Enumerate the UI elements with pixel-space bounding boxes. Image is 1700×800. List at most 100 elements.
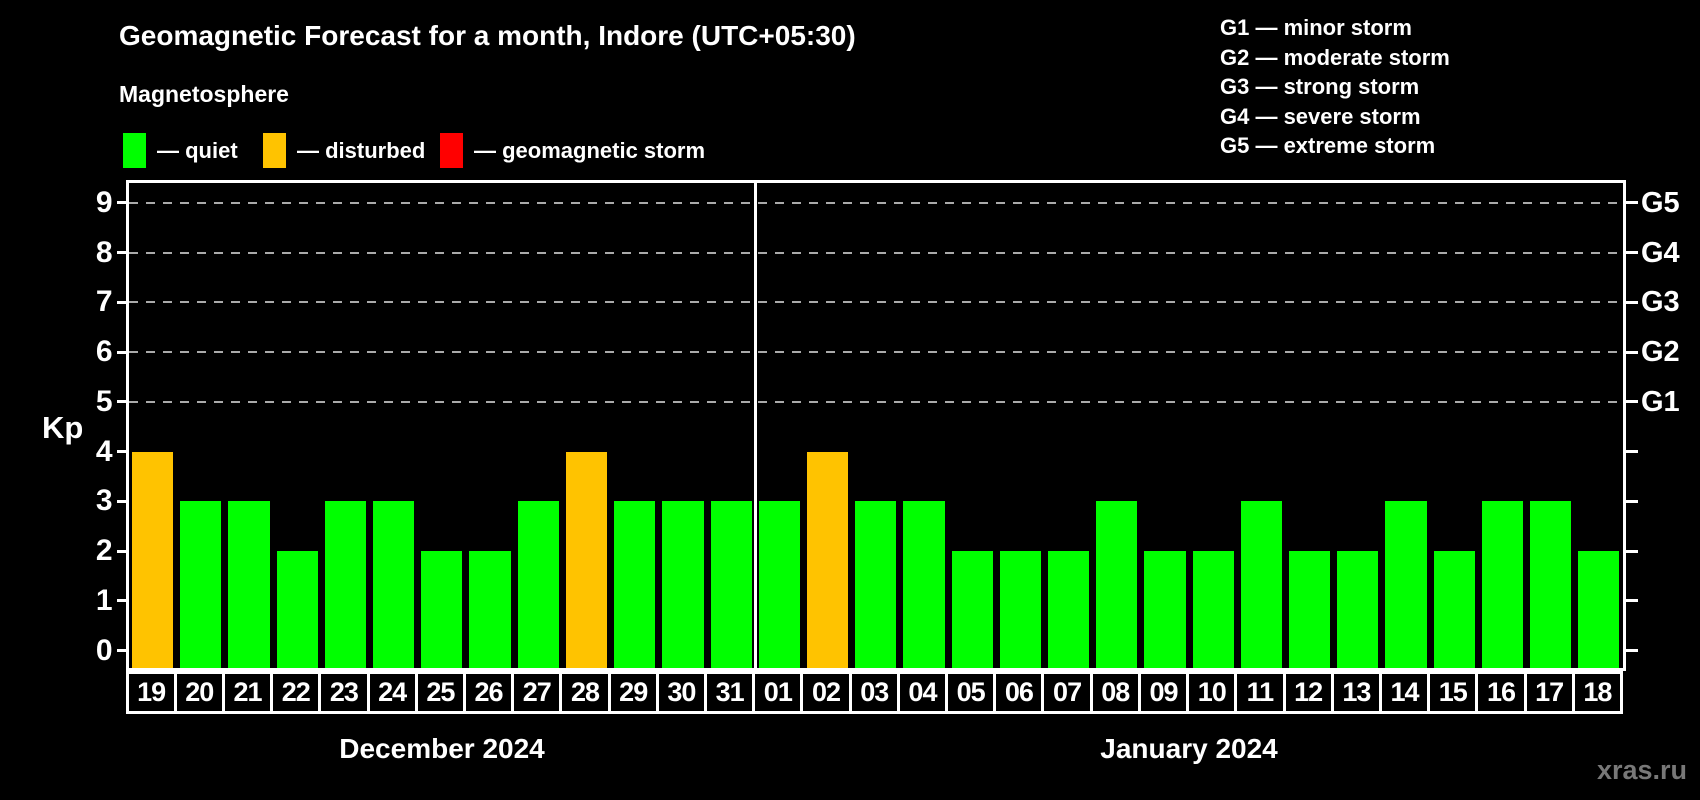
day-cell-18: 18	[1571, 671, 1623, 714]
y-tick-right-1	[1626, 599, 1638, 603]
month-label-january: January 2024	[1100, 733, 1278, 764]
y-tick-right-6	[1626, 350, 1638, 354]
day-cell-15: 15	[1427, 671, 1479, 714]
day-cell-06: 06	[993, 671, 1045, 714]
y-tick-right-3	[1626, 499, 1638, 503]
legend-item-storm: — geomagnetic storm	[440, 133, 705, 168]
y-tick-left-1	[116, 599, 129, 603]
y-tick-right-8	[1626, 251, 1638, 255]
kp-bar-day-31	[710, 501, 752, 668]
y-tick-label-2: 2	[95, 534, 113, 568]
day-cell-12: 12	[1282, 671, 1334, 714]
kp-bar-day-17	[1530, 501, 1572, 668]
day-cell-26: 26	[462, 671, 515, 714]
kp-bar-day-24	[373, 501, 415, 668]
kp-bar-day-06	[999, 551, 1041, 668]
legend-label-storm: — geomagnetic storm	[474, 137, 706, 163]
y-tick-left-2	[116, 549, 129, 553]
kp-bar-day-08	[1096, 501, 1138, 668]
kp-bar-day-12	[1289, 551, 1331, 668]
day-cell-03: 03	[848, 671, 900, 714]
day-cell-27: 27	[511, 671, 563, 714]
kp-bar-day-29	[614, 501, 656, 668]
legend-item-disturbed: — disturbed	[263, 133, 425, 168]
y-tick-label-4: 4	[95, 434, 113, 468]
g-scale-label-g2: G2	[1641, 336, 1680, 369]
day-cell-31: 31	[704, 671, 756, 714]
day-cell-08: 08	[1089, 671, 1141, 714]
day-cell-01: 01	[752, 671, 804, 714]
g-scale-legend: G1 — minor storm G2 — moderate storm G3 — …	[1220, 13, 1450, 161]
y-tick-left-3	[116, 499, 129, 503]
day-cell-21: 21	[221, 671, 274, 714]
day-cell-10: 10	[1186, 671, 1238, 714]
y-tick-right-0	[1626, 649, 1638, 653]
plot-frame	[125, 180, 1626, 671]
day-cell-24: 24	[366, 671, 418, 714]
day-cell-22: 22	[270, 671, 322, 714]
y-tick-left-9	[116, 201, 129, 205]
legend-label-quiet: — quiet	[157, 137, 238, 163]
gridline-kp-5	[128, 400, 1623, 403]
gridline-kp-9	[128, 201, 1623, 204]
g-legend-row-3: G3 — strong storm	[1220, 74, 1420, 99]
kp-bar-day-26	[469, 551, 511, 668]
y-tick-label-9: 9	[95, 185, 113, 219]
kp-bar-day-15	[1433, 551, 1475, 668]
y-tick-left-6	[116, 350, 129, 354]
y-tick-right-2	[1626, 549, 1638, 553]
magnetosphere-label: Magnetosphere	[119, 81, 289, 107]
g-legend-row-5: G5 — extreme storm	[1220, 133, 1436, 158]
day-cell-19: 19	[125, 671, 177, 714]
y-tick-right-4	[1626, 450, 1638, 454]
day-cell-23: 23	[318, 671, 370, 714]
y-tick-label-1: 1	[95, 583, 113, 617]
day-cell-25: 25	[414, 671, 466, 714]
kp-bar-day-11	[1240, 501, 1283, 668]
kp-bar-day-16	[1481, 501, 1524, 668]
day-cell-29: 29	[607, 671, 659, 714]
kp-bar-day-19	[132, 451, 174, 668]
kp-bar-day-25	[421, 551, 463, 668]
g-legend-row-4: G4 — severe storm	[1220, 103, 1421, 129]
y-tick-label-7: 7	[95, 285, 113, 319]
kp-bar-day-22	[276, 551, 318, 668]
gridline-kp-8	[128, 251, 1623, 254]
legend-item-quiet: — quiet	[123, 133, 238, 168]
y-tick-right-7	[1626, 300, 1638, 304]
g-scale-label-g1: G1	[1641, 385, 1680, 418]
day-cell-20: 20	[173, 671, 225, 714]
kp-bar-day-23	[324, 501, 367, 668]
month-label-december: December 2024	[339, 733, 545, 764]
page-title: Geomagnetic Forecast for a month, Indore…	[119, 20, 856, 51]
y-tick-label-0: 0	[95, 633, 113, 667]
legend-label-disturbed: — disturbed	[297, 137, 426, 163]
y-tick-right-5	[1626, 400, 1638, 404]
day-cell-30: 30	[655, 671, 707, 714]
y-tick-label-6: 6	[95, 335, 113, 369]
day-cell-17: 17	[1523, 671, 1575, 714]
disturbed-swatch	[263, 133, 286, 168]
g-legend-row-2: G2 — moderate storm	[1220, 44, 1450, 70]
g-legend-row-1: G1 — minor storm	[1220, 15, 1412, 40]
g-scale-label-g3: G3	[1641, 286, 1680, 319]
kp-bar-day-30	[662, 501, 704, 668]
quiet-swatch	[123, 133, 146, 168]
day-cell-02: 02	[800, 671, 852, 714]
day-cell-05: 05	[945, 671, 997, 714]
day-cell-07: 07	[1041, 671, 1093, 714]
kp-bar-day-04	[903, 501, 945, 668]
kp-bar-day-18	[1578, 551, 1620, 668]
y-tick-left-8	[116, 251, 129, 255]
kp-bar-day-05	[951, 551, 993, 668]
g-scale-label-g4: G4	[1641, 236, 1680, 269]
day-cell-13: 13	[1330, 671, 1382, 714]
day-cell-28: 28	[559, 671, 611, 714]
kp-bar-day-07	[1047, 551, 1090, 668]
y-tick-left-0	[116, 649, 129, 653]
kp-bar-day-27	[517, 501, 559, 668]
storm-swatch	[440, 133, 463, 168]
kp-bar-day-28	[565, 451, 608, 668]
